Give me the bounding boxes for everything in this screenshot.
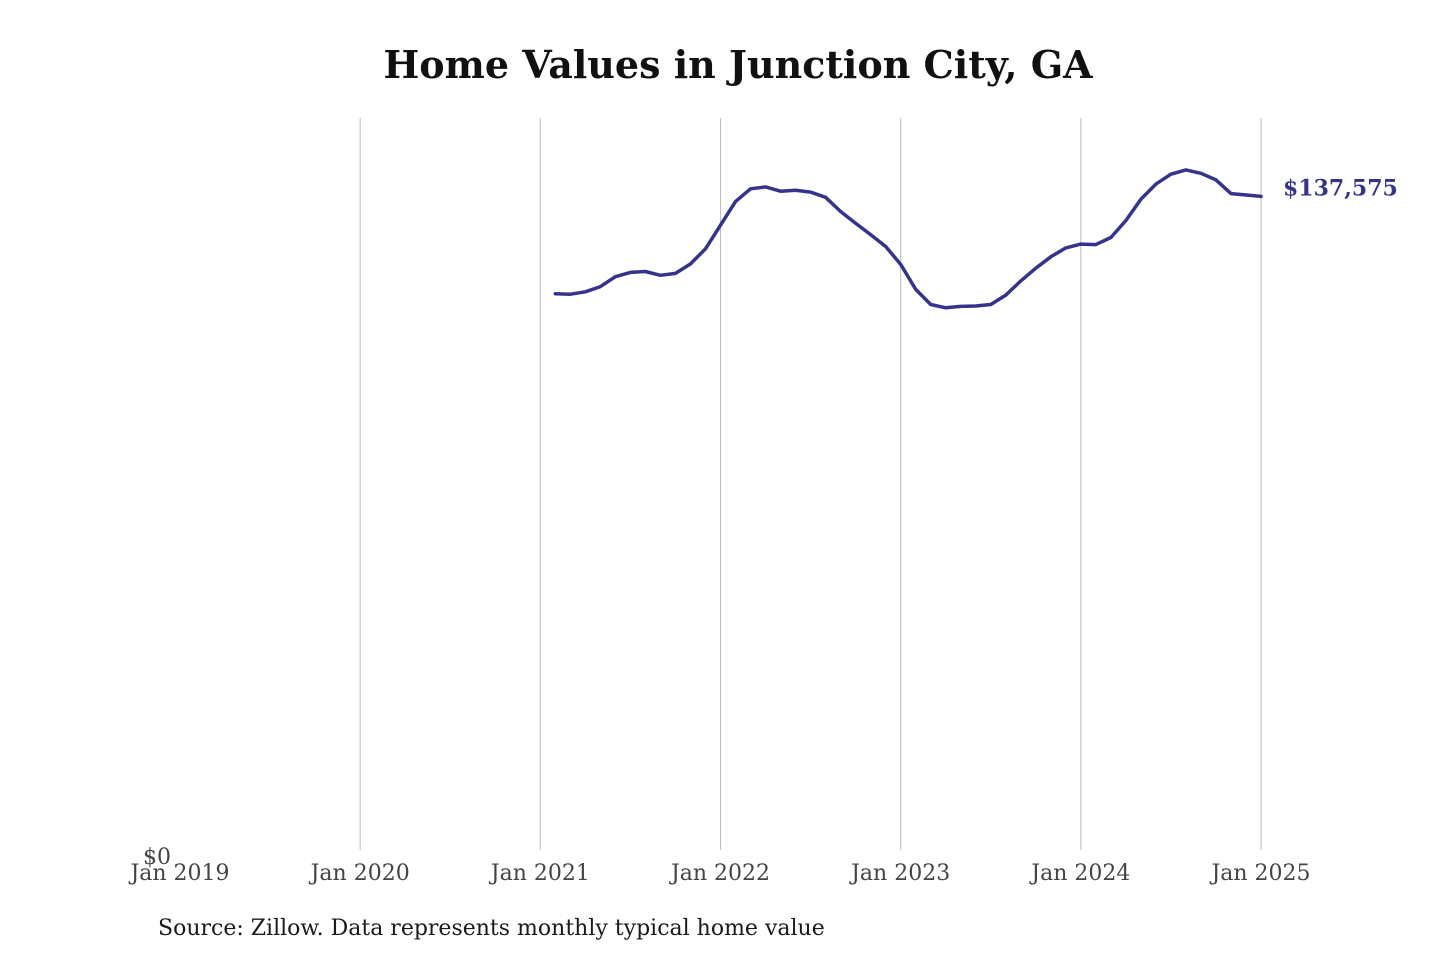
x-tick-label: Jan 2020 [309, 861, 410, 886]
chart-title: Home Values in Junction City, GA [383, 42, 1093, 87]
x-tick-label: Jan 2024 [1029, 861, 1130, 886]
x-tick-label: Jan 2025 [1209, 861, 1310, 886]
end-value-label: $137,575 [1283, 175, 1398, 201]
source-note: Source: Zillow. Data represents monthly … [158, 916, 825, 941]
x-tick-label: Jan 2019 [128, 861, 229, 886]
x-tick-label: Jan 2023 [849, 861, 950, 886]
series-line [553, 168, 1263, 310]
x-tick-label: Jan 2021 [489, 861, 590, 886]
x-axis-tick-labels: Jan 2019 Jan 2020 Jan 2021 Jan 2022 Jan 2023… [128, 861, 1310, 886]
y-axis-tick-labels: $0 [143, 845, 171, 870]
y-tick-label: $0 [143, 845, 171, 870]
gridlines [359, 118, 1262, 850]
annotation-layer: $137,575 [1283, 175, 1398, 201]
series-layer [553, 168, 1263, 310]
x-tick-label: Jan 2022 [669, 861, 770, 886]
